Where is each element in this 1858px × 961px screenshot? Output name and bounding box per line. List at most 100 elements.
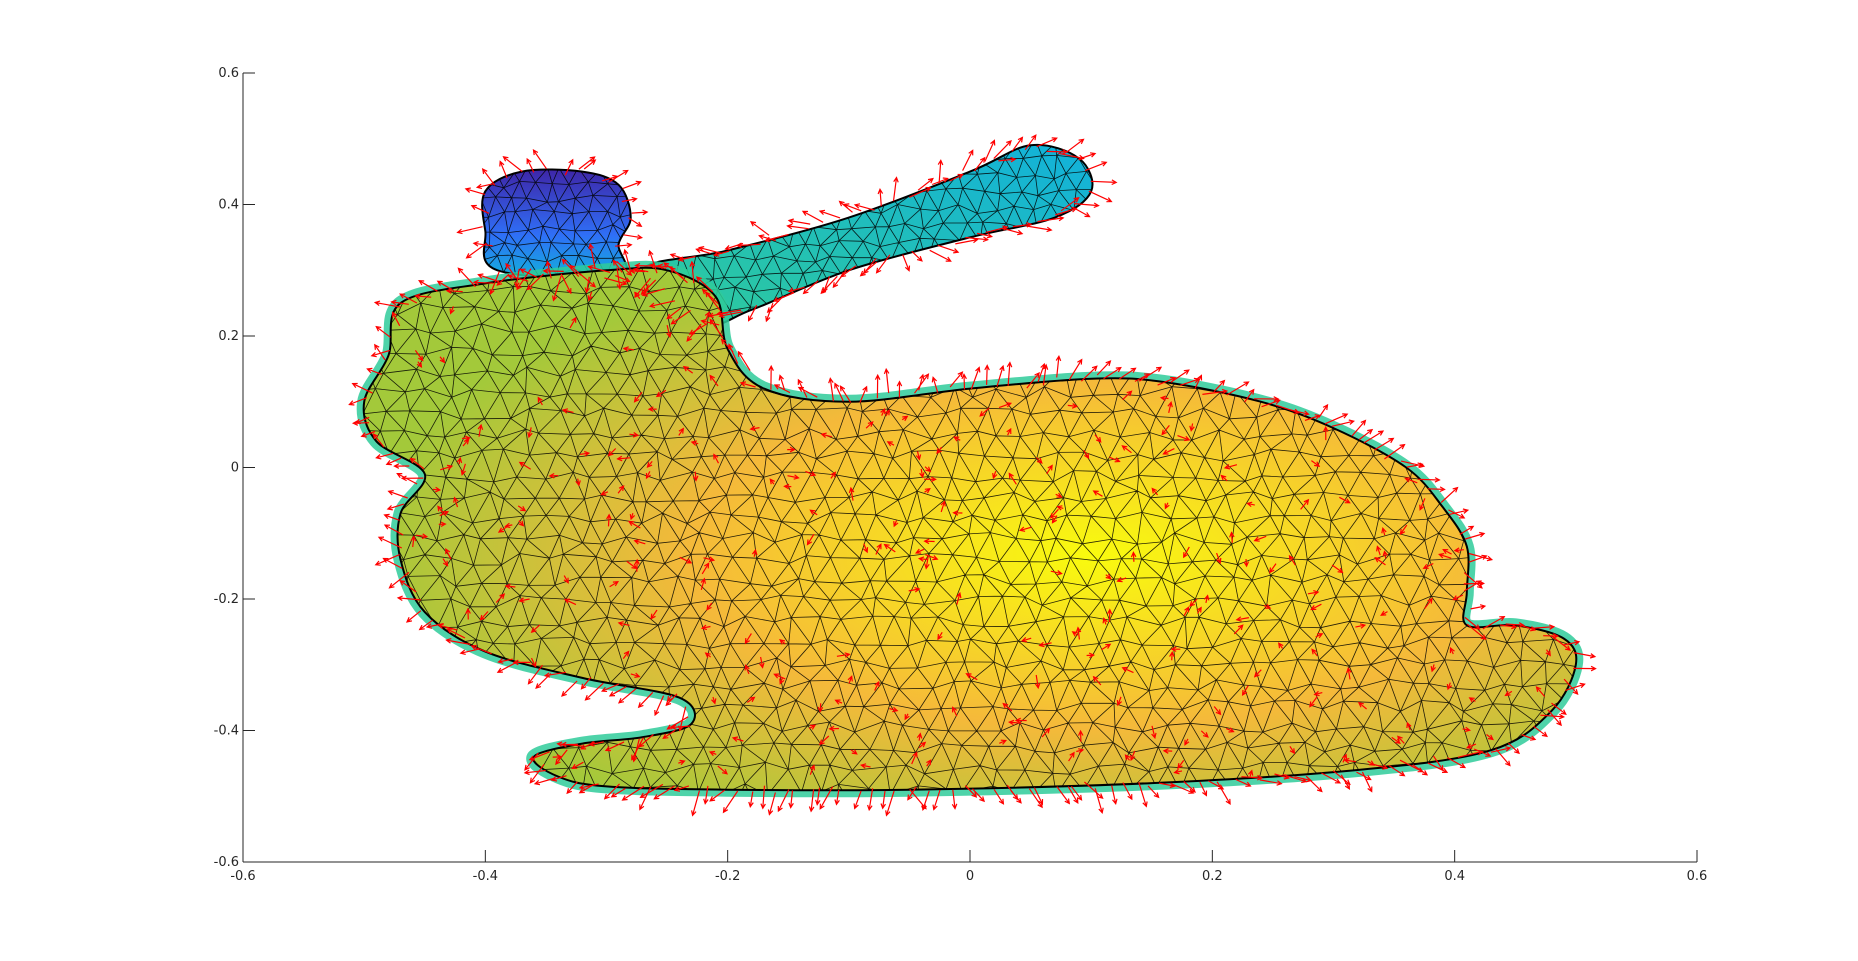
normal-vector-arrow	[512, 659, 531, 666]
normal-vector-arrow	[1563, 639, 1581, 646]
normal-vector-arrow	[834, 699, 843, 705]
normal-vector-arrow	[1399, 759, 1424, 773]
normal-vector-arrow	[464, 187, 486, 195]
normal-vector-arrow	[580, 450, 591, 457]
normal-vector-arrow	[1374, 557, 1386, 566]
normal-vector-arrow	[808, 789, 815, 813]
normal-vector-arrow	[588, 741, 605, 747]
normal-vector-arrow	[1006, 427, 1012, 436]
normal-vector-arrow	[778, 374, 786, 391]
normal-vector-arrow	[1008, 472, 1017, 485]
normal-vector-arrow	[1208, 780, 1225, 790]
normal-vector-arrow	[629, 513, 636, 521]
normal-vector-arrow	[481, 168, 496, 186]
normal-vector-arrow	[446, 628, 466, 639]
normal-vector-arrow	[410, 535, 417, 548]
normal-vector-arrow	[704, 652, 711, 658]
normal-vector-arrow	[1216, 552, 1222, 565]
normal-vector-arrow	[1452, 594, 1464, 601]
normal-vector-arrow	[617, 688, 637, 704]
normal-vector-arrow	[1216, 781, 1231, 806]
normal-vector-arrow	[952, 510, 963, 516]
normal-vector-arrow	[768, 364, 774, 390]
normal-vector-arrow	[518, 597, 530, 603]
normal-vector-arrow	[1164, 502, 1170, 510]
normal-vector-arrow	[1055, 354, 1062, 378]
normal-vector-arrow	[529, 763, 545, 784]
normal-vector-arrow	[497, 658, 513, 664]
normal-vector-arrow	[1203, 594, 1210, 604]
normal-vector-arrow	[695, 276, 714, 293]
normal-vector-arrow	[600, 683, 620, 692]
normal-vector-arrow	[926, 759, 932, 767]
normal-vector-arrow	[643, 284, 649, 294]
normal-vector-arrow	[351, 382, 373, 394]
normal-vector-arrow	[1151, 487, 1159, 496]
normal-vector-arrow	[788, 790, 794, 809]
normal-vector-arrow	[797, 378, 808, 398]
normal-vector-arrow	[1183, 546, 1190, 559]
normal-vector-arrow	[445, 547, 452, 560]
normal-vector-arrow	[1067, 786, 1079, 804]
normal-vector-arrow	[1102, 617, 1108, 625]
normal-vector-arrow	[832, 268, 848, 289]
normal-vector-arrow	[937, 244, 960, 254]
normal-vector-arrow	[686, 323, 702, 342]
normal-vector-arrow	[497, 526, 508, 533]
normal-vector-arrow	[631, 209, 649, 216]
normal-vector-arrow	[1495, 748, 1511, 767]
normal-vector-arrow	[1118, 367, 1137, 380]
axes: -0.6 -0.4 -0.2 0 0.2 0.4 0.6 -0.6 -0.4 -0.2 0 0.2 0…	[214, 66, 1708, 884]
normal-vector-arrow	[924, 555, 930, 570]
normal-vector-arrow	[1018, 526, 1032, 532]
normal-vector-arrow	[976, 232, 994, 239]
normal-vector-arrow	[708, 750, 717, 757]
normal-vector-arrow	[518, 520, 525, 527]
normal-vector-arrow	[532, 149, 547, 170]
normal-vector-arrow	[669, 266, 688, 284]
normal-vector-arrow	[530, 657, 537, 668]
normal-vector-arrow	[701, 562, 710, 575]
normal-vector-arrow	[984, 139, 996, 162]
normal-vector-arrow	[416, 361, 423, 369]
normal-vector-arrow	[880, 790, 886, 810]
normal-vector-arrow	[383, 524, 404, 536]
normal-vector-arrow	[348, 397, 368, 406]
normal-vector-arrow	[1084, 161, 1108, 172]
normal-vector-arrow	[859, 261, 878, 277]
normal-vector-arrow	[1121, 666, 1134, 674]
normal-vector-arrow	[862, 543, 869, 554]
normal-vector-arrow	[1462, 726, 1472, 733]
normal-vector-arrow	[704, 311, 710, 321]
normal-vector-arrow	[746, 696, 756, 703]
normal-vector-arrow	[1504, 690, 1513, 697]
normal-vector-arrow	[1465, 743, 1477, 749]
x-ticks: -0.6 -0.4 -0.2 0 0.2 0.4 0.6	[230, 850, 1707, 884]
normal-vector-arrow	[1384, 443, 1406, 460]
normal-vector-arrow	[533, 777, 556, 786]
normal-vector-arrow	[385, 457, 402, 466]
normal-vector-arrow	[603, 783, 620, 800]
normal-vector-arrow	[1355, 623, 1367, 629]
normal-vector-arrow	[744, 633, 752, 645]
normal-vector-arrow	[801, 210, 824, 223]
normal-vector-arrow	[617, 621, 630, 627]
normal-vector-arrow	[1076, 748, 1085, 754]
normal-vector-arrow	[1340, 774, 1351, 790]
normal-vector-arrow	[648, 249, 658, 274]
normal-vector-arrow	[653, 785, 675, 800]
normal-vector-arrow	[787, 218, 811, 225]
normal-vector-arrow	[360, 430, 376, 438]
normal-vector-arrow	[654, 695, 665, 717]
normal-vector-arrow	[949, 371, 964, 388]
normal-vector-arrow	[884, 409, 890, 417]
normal-vector-arrow	[919, 468, 925, 479]
y-tick-label: -0.4	[214, 724, 239, 739]
normal-vector-arrow	[691, 790, 700, 817]
normal-vector-arrow	[998, 402, 1013, 409]
normal-vector-arrow	[834, 789, 840, 806]
ear-left-surface	[482, 169, 631, 279]
normal-vector-arrow	[1088, 190, 1113, 203]
normal-vector-arrow	[1028, 788, 1043, 809]
normal-vector-arrow	[563, 575, 569, 584]
